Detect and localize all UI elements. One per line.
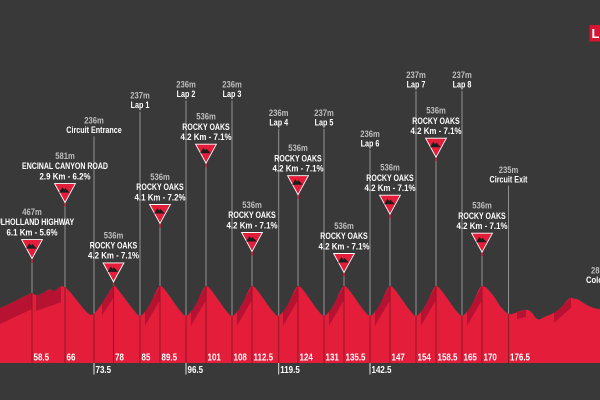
svg-text:ROCKY OAKS: ROCKY OAKS — [366, 173, 414, 183]
svg-text:4.2 Km - 7.1%: 4.2 Km - 7.1% — [410, 126, 461, 137]
svg-text:ENCINAL CANYON ROAD: ENCINAL CANYON ROAD — [22, 161, 108, 171]
svg-text:58.5: 58.5 — [34, 352, 50, 363]
svg-text:4.2 Km - 7.1%: 4.2 Km - 7.1% — [272, 163, 323, 174]
svg-text:112.5: 112.5 — [254, 352, 274, 363]
svg-text:6.1 Km - 5.6%: 6.1 Km - 5.6% — [6, 227, 57, 238]
svg-text:124: 124 — [300, 352, 313, 363]
svg-text:66: 66 — [67, 352, 76, 363]
svg-text:536m: 536m — [104, 230, 124, 241]
svg-text:467m: 467m — [22, 206, 42, 217]
svg-text:LO: LO — [592, 26, 600, 41]
svg-text:96.5: 96.5 — [188, 364, 204, 375]
svg-text:158.5: 158.5 — [438, 352, 458, 363]
svg-text:Lap 1: Lap 1 — [131, 100, 150, 110]
svg-text:154: 154 — [418, 352, 431, 363]
svg-text:119.5: 119.5 — [280, 364, 300, 375]
svg-text:236m: 236m — [360, 128, 380, 139]
svg-text:89.5: 89.5 — [162, 352, 178, 363]
svg-text:ROCKY OAKS: ROCKY OAKS — [90, 241, 138, 251]
svg-text:ROCKY OAKS: ROCKY OAKS — [274, 153, 322, 163]
svg-text:170: 170 — [484, 352, 497, 363]
svg-text:ROCKY OAKS: ROCKY OAKS — [228, 210, 276, 220]
svg-text:78: 78 — [115, 352, 124, 363]
svg-text:147: 147 — [392, 352, 405, 363]
svg-text:Lap 3: Lap 3 — [223, 89, 242, 99]
svg-text:165: 165 — [464, 352, 477, 363]
svg-text:237m: 237m — [452, 69, 472, 80]
svg-text:536m: 536m — [288, 142, 308, 153]
svg-text:237m: 237m — [130, 90, 150, 101]
svg-text:ROCKY OAKS: ROCKY OAKS — [412, 116, 460, 126]
svg-text:108: 108 — [234, 352, 247, 363]
svg-text:235m: 235m — [499, 164, 519, 175]
svg-text:135.5: 135.5 — [346, 352, 366, 363]
svg-text:176.5: 176.5 — [510, 352, 530, 363]
svg-text:536m: 536m — [426, 105, 446, 116]
svg-text:236m: 236m — [84, 115, 104, 126]
svg-text:536m: 536m — [334, 220, 354, 231]
svg-text:236m: 236m — [269, 107, 289, 118]
svg-text:285m: 285m — [591, 265, 600, 276]
svg-text:Colony: Colony — [586, 274, 600, 285]
svg-text:536m: 536m — [380, 162, 400, 173]
svg-text:131: 131 — [326, 352, 339, 363]
svg-text:236m: 236m — [176, 79, 196, 90]
svg-text:4.1 Km - 7.2%: 4.1 Km - 7.2% — [134, 192, 185, 203]
svg-text:Lap 2: Lap 2 — [177, 89, 196, 99]
svg-text:4.2 Km - 7.1%: 4.2 Km - 7.1% — [456, 221, 507, 232]
svg-text:536m: 536m — [472, 200, 492, 211]
svg-text:581m: 581m — [55, 150, 75, 161]
svg-text:ROCKY OAKS: ROCKY OAKS — [458, 211, 506, 221]
svg-text:73.5: 73.5 — [96, 364, 112, 375]
svg-text:536m: 536m — [242, 199, 262, 210]
svg-text:237m: 237m — [406, 69, 426, 80]
svg-text:142.5: 142.5 — [372, 364, 392, 375]
svg-text:2.9 Km - 6.2%: 2.9 Km - 6.2% — [39, 171, 90, 182]
svg-text:4.2 Km - 7.1%: 4.2 Km - 7.1% — [226, 220, 277, 231]
svg-text:4.2 Km - 7.1%: 4.2 Km - 7.1% — [88, 250, 139, 261]
svg-text:536m: 536m — [150, 171, 170, 182]
svg-text:ROCKY OAKS: ROCKY OAKS — [182, 122, 230, 132]
svg-text:237m: 237m — [314, 107, 334, 118]
svg-text:4.2 Km - 7.1%: 4.2 Km - 7.1% — [364, 183, 415, 194]
svg-text:101: 101 — [208, 352, 221, 363]
svg-text:236m: 236m — [222, 79, 242, 90]
svg-text:Lap 7: Lap 7 — [407, 80, 426, 90]
svg-text:4.2 Km - 7.1%: 4.2 Km - 7.1% — [318, 241, 369, 252]
svg-text:Lap 8: Lap 8 — [453, 80, 472, 90]
svg-text:85: 85 — [142, 352, 151, 363]
svg-text:Lap 5: Lap 5 — [315, 118, 334, 128]
svg-text:Lap 6: Lap 6 — [361, 139, 380, 149]
svg-text:ROCKY OAKS: ROCKY OAKS — [320, 231, 368, 241]
svg-text:MULHOLLAND HIGHWAY: MULHOLLAND HIGHWAY — [0, 217, 75, 227]
svg-text:536m: 536m — [196, 111, 216, 122]
svg-text:ROCKY OAKS: ROCKY OAKS — [136, 182, 184, 192]
svg-text:Lap 4: Lap 4 — [269, 118, 288, 128]
svg-text:Circuit Entrance: Circuit Entrance — [66, 125, 122, 135]
svg-text:Circuit Exit: Circuit Exit — [490, 175, 528, 185]
svg-text:4.2 Km - 7.1%: 4.2 Km - 7.1% — [180, 132, 231, 143]
